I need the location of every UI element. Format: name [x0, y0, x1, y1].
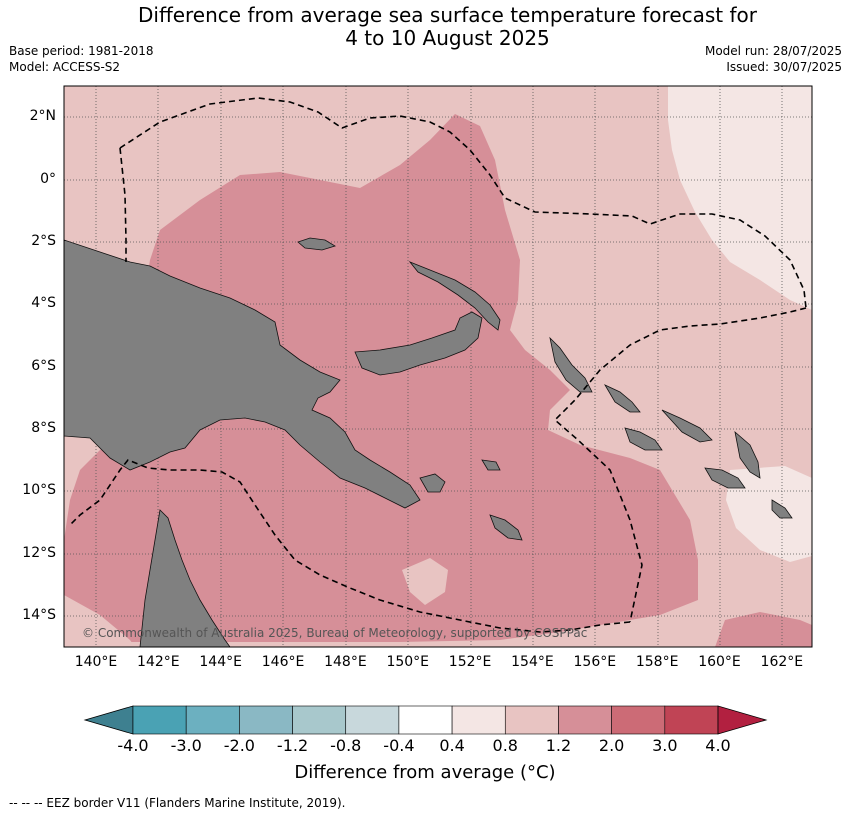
land-guadalcanal [624, 427, 663, 451]
copyright-notice: © Commonwealth of Australia 2025, Bureau… [82, 626, 588, 640]
longitude-label: 156°E [573, 654, 617, 670]
eez-footnote: -- -- -- EEZ border V11 (Flanders Marine… [9, 796, 346, 810]
longitude-label: 158°E [635, 654, 679, 670]
ocean-anomaly-1.2-2.0-southeast [715, 612, 812, 647]
colorbar-tick-label: 1.2 [545, 736, 572, 755]
colorbar-tick-label: -1.2 [276, 736, 309, 755]
map-frame [63, 85, 813, 648]
land-santa-isabel [661, 409, 713, 443]
longitude-label: 142°E [137, 654, 180, 670]
model-run: Model run: 28/07/2025 [704, 44, 842, 58]
longitude-label: 146°E [261, 654, 305, 670]
latitude-label: 14°S [22, 607, 56, 623]
latitude-label: 8°S [31, 420, 56, 436]
land-trobriand [481, 459, 501, 471]
longitude-label: 162°E [760, 654, 804, 670]
land-new-britain [354, 311, 483, 376]
land-makira [704, 467, 746, 489]
latitude-label: 2°S [31, 233, 56, 249]
land-manus [297, 237, 336, 251]
land-dentrecasteaux [419, 473, 446, 493]
colorbar-title: Difference from average (°C) [294, 762, 556, 783]
latitude-label: 4°S [31, 295, 56, 311]
colorbar-tick-label: 2.0 [598, 736, 625, 755]
meta-left: Base period: 1981-2018 Model: ACCESS-S2 [9, 43, 154, 75]
colorbar-tick-label: -2.0 [223, 736, 255, 755]
colorbar-tick-label: -4.0 [117, 736, 149, 755]
colorbar-tick-label: -0.4 [383, 736, 415, 755]
land-malaita [734, 430, 761, 479]
longitude-label: 152°E [448, 654, 492, 670]
colorbar-tick-label: 4.0 [705, 736, 731, 755]
longitude-label: 150°E [386, 654, 430, 670]
longitude-label: 140°E [74, 654, 118, 670]
meta-right: Model run: 28/07/2025 Issued: 30/07/2025 [705, 43, 842, 75]
title-line-1: Difference from average sea surface temp… [137, 3, 757, 27]
colorbar-tick-label: 0.4 [439, 736, 465, 755]
land-cape-york [139, 509, 231, 647]
land-choiseul [604, 384, 641, 413]
land-south-solomon [771, 499, 793, 519]
base-period: Base period: 1981-2018 [9, 44, 154, 58]
latitude-label: 12°S [22, 545, 56, 561]
colorbar-tick-label: 0.8 [492, 736, 518, 755]
latitude-label: 6°S [31, 358, 56, 374]
longitude-label: 160°E [698, 654, 741, 670]
ocean-anomaly-0.4-0.8-northeast [668, 86, 812, 310]
model-name: Model: ACCESS-S2 [9, 60, 121, 74]
ocean-anomaly-0.8-1.2-patch [402, 558, 448, 605]
latitude-label: 0° [40, 171, 56, 187]
title-line-2: 4 to 10 August 2025 [345, 26, 550, 50]
longitude-label: 154°E [511, 654, 554, 670]
colorbar-tick-label: 3.0 [652, 736, 678, 755]
latitude-label: 2°N [29, 108, 56, 124]
longitude-label: 148°E [324, 654, 367, 670]
issued-date: Issued: 30/07/2025 [726, 60, 842, 74]
colorbar-tick-label: -3.0 [170, 736, 202, 755]
land-new-ireland [408, 261, 501, 331]
latitude-label: 10°S [22, 482, 56, 498]
ocean-anomaly-1.2-2.0 [64, 114, 698, 642]
land-louisiade [489, 514, 523, 541]
longitude-label: 144°E [199, 654, 242, 670]
ocean-anomaly-0.4-0.8-east [726, 466, 812, 562]
chart-title: Difference from average sea surface temp… [0, 4, 850, 50]
land-bougainville [549, 336, 593, 393]
ocean-anomaly-0.8-1.2-southwest [64, 595, 135, 647]
land-new-guinea [64, 239, 421, 509]
colorbar-tick-label: -0.8 [330, 736, 362, 755]
